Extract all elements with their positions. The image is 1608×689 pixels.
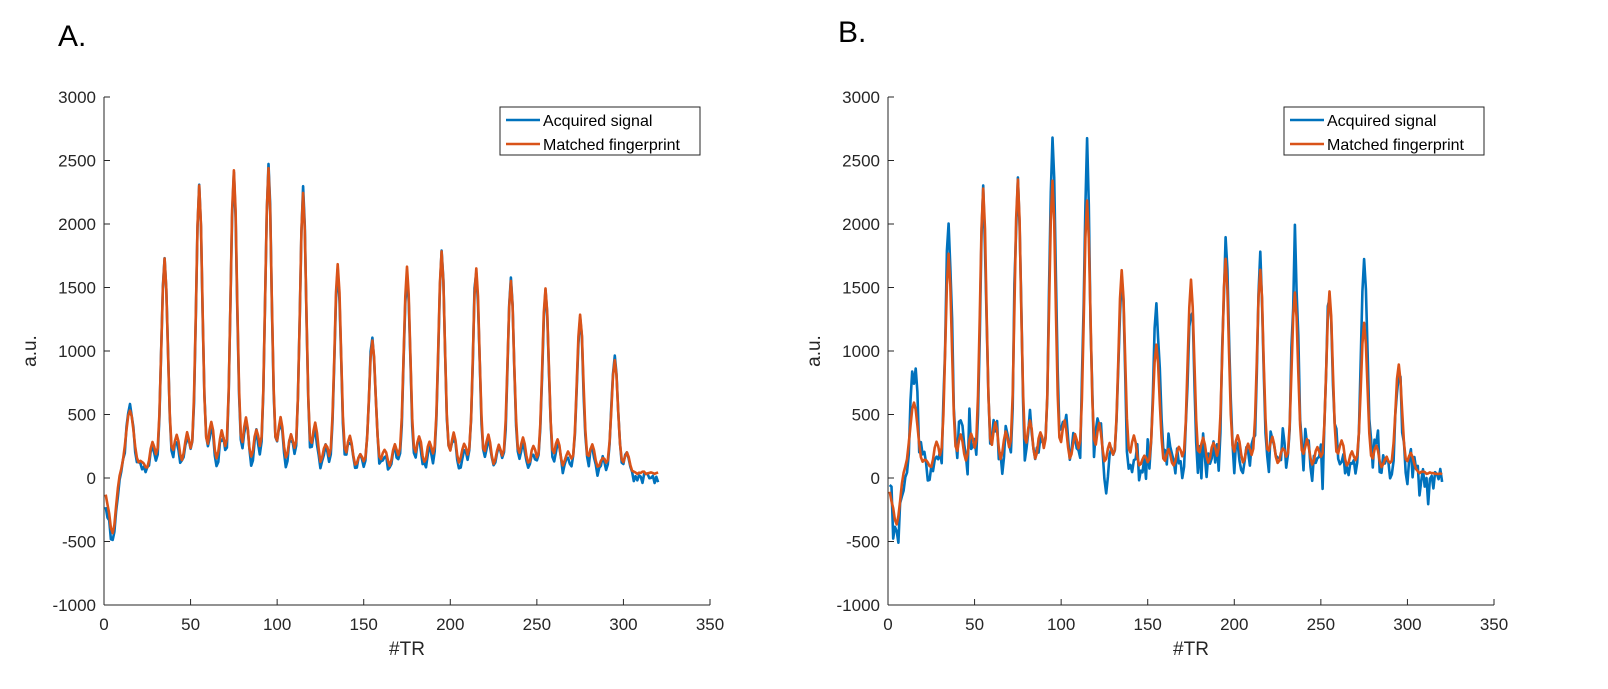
y-tick-label: 0 [871, 469, 880, 488]
y-tick-label: 1000 [58, 342, 96, 361]
y-tick-label: 500 [852, 406, 880, 425]
x-tick-label: 150 [350, 615, 378, 634]
x-tick-label: 250 [523, 615, 551, 634]
x-tick-label: 200 [436, 615, 464, 634]
y-tick-label: 1500 [842, 279, 880, 298]
x-tick-label: 350 [1480, 615, 1508, 634]
x-axis-label: #TR [1173, 639, 1209, 660]
y-axis-label: a.u. [804, 335, 825, 367]
y-tick-label: 3000 [58, 88, 96, 107]
series-matched-fingerprint [888, 178, 1443, 526]
y-tick-label: 500 [68, 406, 96, 425]
y-tick-label: 2500 [58, 152, 96, 171]
legend-box [499, 106, 701, 156]
series-acquired-signal [888, 136, 1444, 545]
legend: Acquired signal Matched fingerprint [1283, 106, 1485, 156]
legend-entry: Acquired signal [1327, 113, 1436, 130]
y-tick-label: 3000 [842, 88, 880, 107]
y-tick-label: 2500 [842, 152, 880, 171]
x-axis-label: #TR [389, 639, 425, 660]
x-tick-label: 0 [99, 615, 108, 634]
chart-a: -1000 -500 0 500 1000 1500 2000 2500 3000 0 50 100 1… [20, 88, 724, 660]
legend-box [1283, 106, 1485, 156]
x-tick-label: 100 [263, 615, 291, 634]
legend-entry: Matched fingerprint [543, 137, 681, 154]
x-tick-label: 300 [1393, 615, 1421, 634]
y-tick-label: 1500 [58, 279, 96, 298]
series-matched-fingerprint [104, 166, 659, 535]
y-tick-label: -1000 [837, 596, 880, 615]
x-tick-label: 350 [696, 615, 724, 634]
y-tick-label: -500 [846, 533, 880, 552]
x-tick-label: 300 [609, 615, 637, 634]
x-tick-label: 50 [181, 615, 200, 634]
y-tick-label: 2000 [58, 215, 96, 234]
x-tick-label: 0 [883, 615, 892, 634]
chart-b: -1000 -500 0 500 1000 1500 2000 2500 3000 0 50 100 1… [804, 88, 1508, 660]
y-tick-label: 0 [87, 469, 96, 488]
y-axis-label: a.u. [20, 335, 41, 367]
y-tick-label: 2000 [842, 215, 880, 234]
panel-label-b: B. [838, 16, 867, 49]
legend-entry: Acquired signal [543, 113, 652, 130]
x-tick-label: 50 [965, 615, 984, 634]
legend-entry: Matched fingerprint [1327, 137, 1465, 154]
series-acquired-signal [104, 162, 660, 542]
x-tick-label: 250 [1307, 615, 1335, 634]
panel-label-a: A. [58, 20, 87, 53]
x-tick-label: 200 [1220, 615, 1248, 634]
y-tick-label: 1000 [842, 342, 880, 361]
x-tick-label: 150 [1134, 615, 1162, 634]
x-tick-label: 100 [1047, 615, 1075, 634]
legend: Acquired signal Matched fingerprint [499, 106, 701, 156]
y-tick-label: -500 [62, 533, 96, 552]
y-tick-label: -1000 [53, 596, 96, 615]
